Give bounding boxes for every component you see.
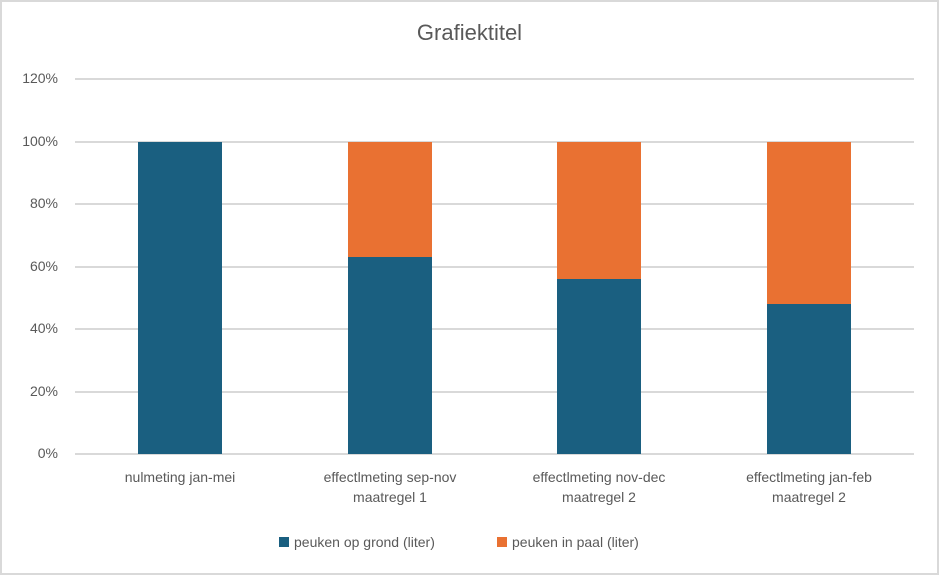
chart-title: Grafiektitel [416, 20, 523, 45]
x-tick-label: effectlmeting nov-dec maatregel 2 [532, 469, 666, 505]
gridline [75, 203, 914, 205]
y-tick-label: 0% [37, 445, 58, 461]
bar-segment [767, 304, 851, 454]
bar-segment [767, 141, 851, 304]
legend-item-ground: peuken op grond (liter) [279, 534, 435, 550]
gridline [75, 140, 914, 143]
gridline [75, 453, 914, 455]
gridline [75, 390, 914, 393]
y-tick-label: 60% [29, 257, 58, 274]
bar-segment [348, 141, 432, 258]
x-tick-label: effectlmeting jan-feb maatregel 2 [746, 469, 872, 505]
y-tick-label: 20% [29, 382, 58, 399]
legend-swatch-pole [497, 537, 507, 547]
y-tick-label: 120% [22, 70, 58, 86]
bar-segment [557, 279, 641, 454]
gridline [75, 78, 914, 80]
y-tick-label: 80% [29, 195, 58, 211]
bar-segment [557, 141, 641, 279]
legend-label: peuken op grond (liter) [294, 534, 435, 550]
bar-segment [348, 257, 432, 454]
x-tick-label: nulmeting jan-mei [124, 469, 236, 485]
gridline [75, 265, 914, 268]
bar-segment [138, 141, 222, 454]
y-tick-label: 40% [29, 320, 58, 336]
y-tick-label: 100% [22, 132, 58, 149]
gridline [75, 328, 914, 330]
legend-label: peuken in paal (liter) [512, 534, 639, 550]
legend-item-pole: peuken in paal (liter) [497, 534, 639, 550]
legend-swatch-ground [279, 537, 289, 547]
x-tick-label: effectlmeting sep-nov maatregel 1 [323, 469, 457, 505]
